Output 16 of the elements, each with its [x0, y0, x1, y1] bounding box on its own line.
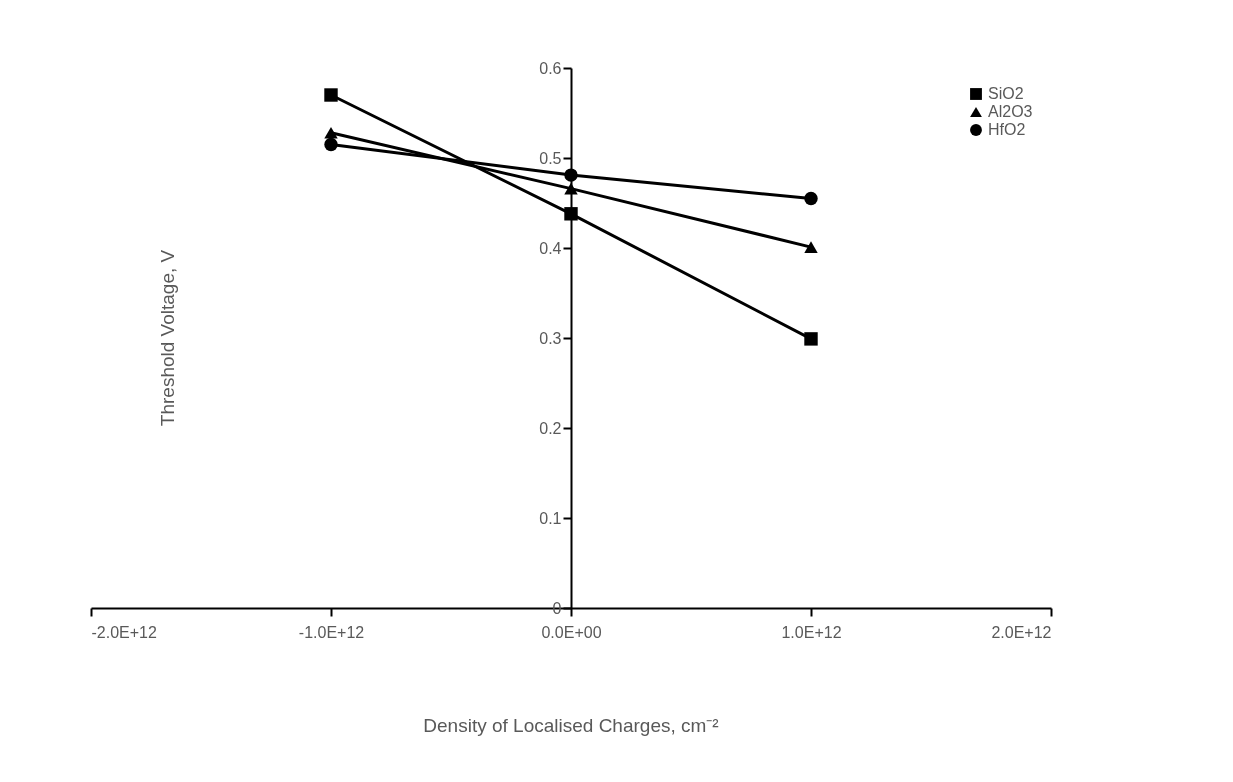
x-tick-label: -1.0E+12 — [298, 623, 365, 641]
x-tick-label: -2.0E+12 — [91, 623, 157, 641]
y-tick-label: 0.3 — [539, 329, 562, 347]
x-tick-label: 1.0E+12 — [781, 623, 842, 641]
y-tick-label: 0.4 — [539, 239, 562, 257]
legend-label: Al2O3 — [988, 103, 1033, 120]
y-tick-label: 0.6 — [539, 59, 562, 77]
y-tick-label: 0.1 — [539, 509, 562, 527]
y-tick-label: 0.5 — [539, 149, 562, 167]
legend-label: HfO2 — [988, 121, 1026, 138]
legend-label: SiO2 — [988, 85, 1024, 102]
x-tick-label: 0.0E+00 — [541, 623, 602, 641]
x-axis-title: Density of Localised Charges, cm⁻² — [423, 715, 719, 736]
x-tick-label: 2.0E+12 — [991, 623, 1052, 641]
y-axis-title: Threshold Voltage, V — [156, 249, 178, 427]
y-tick-label: 0.2 — [539, 419, 562, 437]
